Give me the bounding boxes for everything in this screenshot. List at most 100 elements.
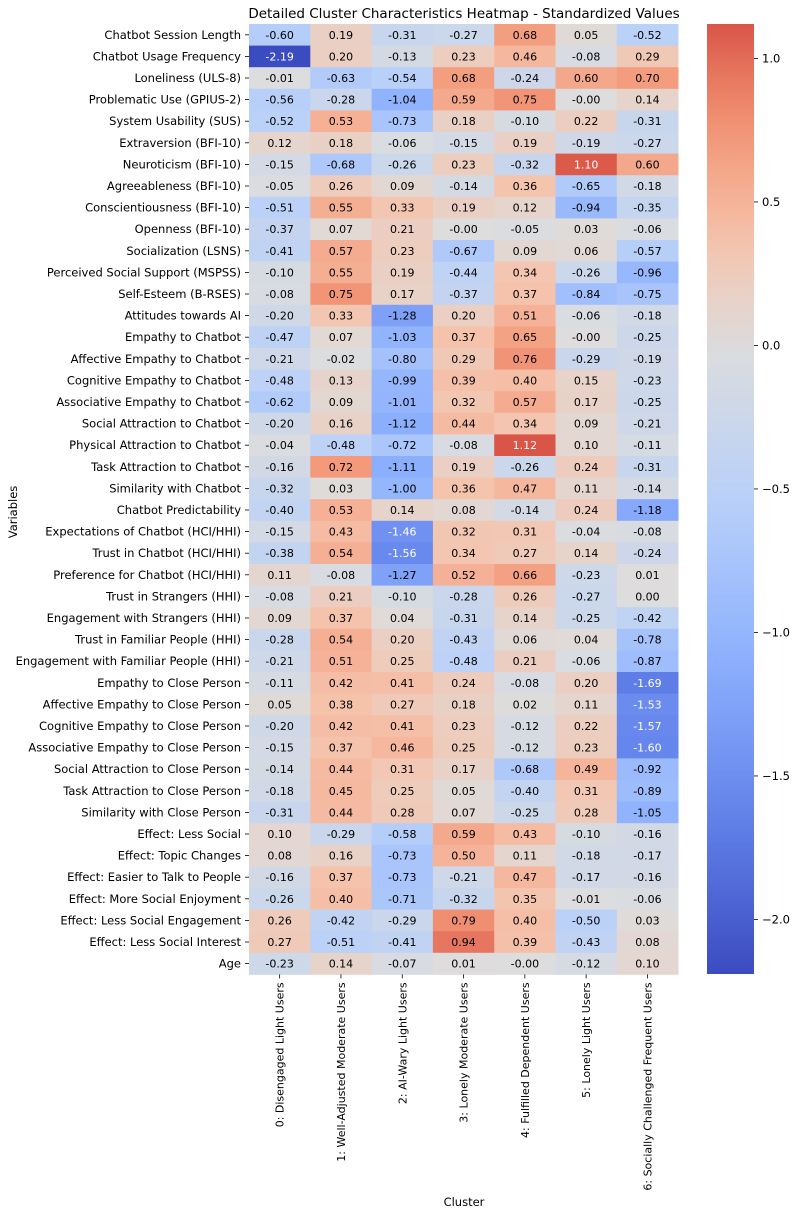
cell-value-label: -0.10 [388, 590, 416, 603]
cell-value-label: 0.07 [451, 806, 476, 819]
cell-value-label: 0.44 [451, 418, 476, 431]
row-label: System Usability (SUS) [109, 114, 241, 128]
cell-value-label: -1.69 [633, 677, 661, 690]
column-label: 2: AI-Wary Light Users [396, 982, 409, 1104]
cell-value-label: 0.53 [329, 115, 354, 128]
heatmap-cell [555, 240, 618, 262]
cell-value-label: 0.05 [451, 785, 476, 798]
cell-value-label: -0.27 [572, 590, 600, 603]
heatmap-cell [249, 196, 311, 219]
cell-value-label: -0.12 [511, 742, 539, 755]
cell-value-label: 0.27 [390, 698, 415, 711]
cell-value-label: -0.44 [449, 266, 477, 279]
heatmap-cell [371, 693, 434, 716]
cell-value-label: 0.20 [574, 677, 599, 690]
cell-value-label: 0.14 [513, 612, 538, 625]
heatmap-cell [310, 412, 372, 435]
row-label: Chatbot Session Length [104, 28, 241, 42]
cell-value-label: 0.75 [513, 94, 538, 107]
cell-value-label: 0.17 [390, 288, 415, 301]
row-label: Agreeableness (BFI-10) [107, 179, 241, 193]
heatmap-cell [616, 412, 679, 435]
cell-value-label: 0.21 [329, 590, 354, 603]
heatmap-cell [249, 132, 311, 154]
heatmap-cell [249, 369, 311, 392]
heatmap-cell [310, 196, 372, 219]
heatmap-cell [494, 24, 556, 46]
cell-value-label: 0.36 [513, 180, 538, 193]
heatmap-cell [371, 88, 434, 111]
cell-value-label: 0.09 [513, 245, 538, 258]
cell-value-label: -0.12 [572, 958, 600, 971]
cell-value-label: 0.15 [574, 374, 599, 387]
row-label: Extraversion (BFI-10) [119, 136, 241, 150]
heatmap-cell [310, 888, 372, 910]
cell-value-label: -0.41 [388, 936, 416, 949]
cell-value-label: -0.17 [572, 871, 600, 884]
heatmap-cell [249, 477, 311, 500]
heatmap-cell [494, 909, 556, 932]
cell-value-label: 0.68 [513, 29, 538, 42]
heatmap-cell [371, 304, 434, 327]
cell-value-label: -0.13 [388, 50, 416, 63]
heatmap-cell [616, 434, 679, 457]
heatmap-cell [371, 542, 434, 565]
cell-value-label: -0.78 [633, 634, 661, 647]
x-axis-label: Cluster [444, 1195, 485, 1209]
cell-value-label: 0.60 [574, 72, 599, 85]
heatmap-cell [310, 283, 372, 306]
cell-value-label: 0.21 [390, 223, 415, 236]
cell-value-label: -0.08 [265, 590, 293, 603]
heatmap-cell [432, 715, 495, 738]
cell-value-label: 0.37 [451, 331, 476, 344]
cell-value-label: 0.55 [329, 266, 354, 279]
colorbar-gradient [707, 24, 754, 974]
heatmap-cell [494, 628, 556, 651]
cell-value-label: 0.46 [513, 50, 538, 63]
cell-value-label: 0.27 [267, 936, 292, 949]
cell-value-label: 0.42 [329, 720, 354, 733]
heatmap-cell [494, 736, 556, 759]
heatmap-cell [494, 888, 556, 910]
row-label: Social Attraction to Chatbot [82, 417, 242, 431]
cell-value-label: 0.49 [574, 763, 599, 776]
heatmap-cell [371, 780, 434, 802]
heatmap-cell [616, 715, 679, 738]
heatmap-cell [555, 607, 618, 630]
heatmap-cell [371, 45, 434, 68]
heatmap-cell [249, 693, 311, 716]
cell-value-label: 0.14 [635, 94, 660, 107]
heatmap-cell [616, 153, 679, 176]
heatmap-cell [616, 607, 679, 630]
heatmap-cell [616, 240, 679, 262]
heatmap-cell [371, 175, 434, 198]
cell-value-label: -0.18 [265, 785, 293, 798]
heatmap-cell [494, 326, 556, 349]
heatmap-cell [432, 909, 495, 932]
cell-value-label: 0.28 [390, 806, 415, 819]
heatmap-cell [249, 218, 311, 241]
cell-value-label: -0.05 [265, 180, 293, 193]
cell-value-label: -0.31 [633, 115, 661, 128]
heatmap-cell [371, 672, 434, 694]
heatmap-cell [371, 153, 434, 176]
cell-value-label: 0.75 [329, 288, 354, 301]
cell-value-label: -0.31 [449, 612, 477, 625]
row-label: Openness (BFI-10) [135, 222, 241, 236]
heatmap-cell [555, 650, 618, 673]
heatmap-cell [616, 823, 679, 846]
cell-value-label: 0.33 [329, 310, 354, 323]
heatmap-cell [494, 88, 556, 111]
heatmap-cell [432, 391, 495, 414]
heatmap-cell [616, 780, 679, 802]
row-label: Expectations of Chatbot (HCI/HHI) [45, 525, 241, 539]
cell-value-label: 0.41 [390, 720, 415, 733]
cell-value-label: 0.37 [329, 742, 354, 755]
heatmap-cell [555, 326, 618, 349]
cell-value-label: -0.31 [388, 29, 416, 42]
heatmap-cell [371, 499, 434, 522]
cell-value-label: 0.37 [329, 612, 354, 625]
heatmap-cell [616, 628, 679, 651]
heatmap-cell [494, 715, 556, 738]
